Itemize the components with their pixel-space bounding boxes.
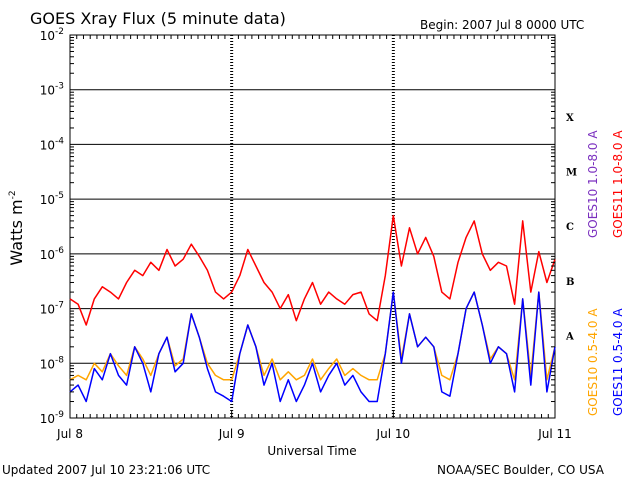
y-tick-base: 10: [40, 357, 55, 371]
y-tick-base: 10: [40, 29, 55, 43]
flare-class-b: B: [566, 277, 574, 288]
y-tick-exp: -2: [55, 27, 64, 37]
day-dividers: [230, 35, 395, 418]
y-tick-label: 10-6: [40, 246, 65, 262]
flare-class-m: M: [566, 168, 577, 179]
flare-class-c: C: [566, 222, 574, 233]
chart-title: GOES Xray Flux (5 minute data): [30, 9, 286, 28]
y-tick-exp: -9: [55, 410, 64, 420]
updated-timestamp: Updated 2007 Jul 10 23:21:06 UTC: [2, 463, 210, 477]
y-tick-label: 10-8: [40, 355, 65, 371]
flare-class-x: X: [566, 113, 574, 124]
legend-goes10-short: GOES10 0.5-4.0 A: [586, 308, 600, 416]
y-tick-exp: -8: [55, 355, 64, 365]
begin-date: Begin: 2007 Jul 8 0000 UTC: [420, 18, 584, 32]
y-tick-exp: -5: [55, 191, 64, 201]
y-tick-label: 10-5: [40, 191, 64, 207]
x-tick-label: Jul 11: [537, 427, 572, 441]
y-axis-label-exp: -2: [8, 190, 18, 199]
y-tick-base: 10: [40, 303, 55, 317]
y-axis-label-group: Watts m-2: [7, 190, 26, 265]
y-axis-label: Watts m-2: [7, 190, 26, 265]
y-axis-ticks: 10-210-310-410-510-610-710-810-9: [40, 27, 555, 426]
y-tick-base: 10: [40, 84, 55, 98]
y-tick-label: 10-3: [40, 82, 64, 98]
series-line: [69, 214, 556, 326]
y-tick-exp: -7: [55, 301, 64, 311]
plot-frame: [69, 34, 556, 419]
y-tick-base: 10: [40, 138, 55, 152]
y-tick-base: 10: [40, 248, 55, 262]
x-tick-label: Jul 9: [218, 427, 245, 441]
y-tick-label: 10-4: [40, 136, 65, 152]
y-tick-label: 10-9: [40, 410, 65, 426]
legend-left-column: GOES10 0.5-4.0 A GOES10 1.0-8.0 A: [586, 130, 600, 416]
legend-goes11-long: GOES11 1.0-8.0 A: [611, 130, 625, 238]
y-tick-exp: -6: [55, 246, 64, 256]
x-tick-label: Jul 10: [376, 427, 411, 441]
legend-right-column: GOES11 0.5-4.0 A GOES11 1.0-8.0 A: [611, 130, 625, 416]
y-tick-exp: -3: [55, 82, 64, 92]
x-tick-label: Jul 8: [56, 427, 83, 441]
flare-class-a: A: [565, 332, 574, 343]
series-layer: [69, 214, 556, 403]
y-tick-base: 10: [40, 193, 55, 207]
series-line: [69, 291, 556, 403]
x-axis-ticks: Jul 8 Jul 9 Jul 10 Jul 11: [56, 35, 572, 441]
credit-text: NOAA/SEC Boulder, CO USA: [437, 463, 605, 477]
y-tick-label: 10-7: [40, 301, 64, 317]
legend-goes10-long: GOES10 1.0-8.0 A: [586, 130, 600, 238]
y-tick-label: 10-2: [40, 27, 64, 43]
y-tick-exp: -4: [55, 136, 64, 146]
y-axis-label-text: Watts m: [7, 199, 26, 265]
legend-goes11-short: GOES11 0.5-4.0 A: [611, 308, 625, 416]
y-tick-base: 10: [40, 412, 55, 426]
x-axis-label: Universal Time: [267, 444, 356, 458]
flare-class-labels: X M C B A: [565, 113, 577, 343]
